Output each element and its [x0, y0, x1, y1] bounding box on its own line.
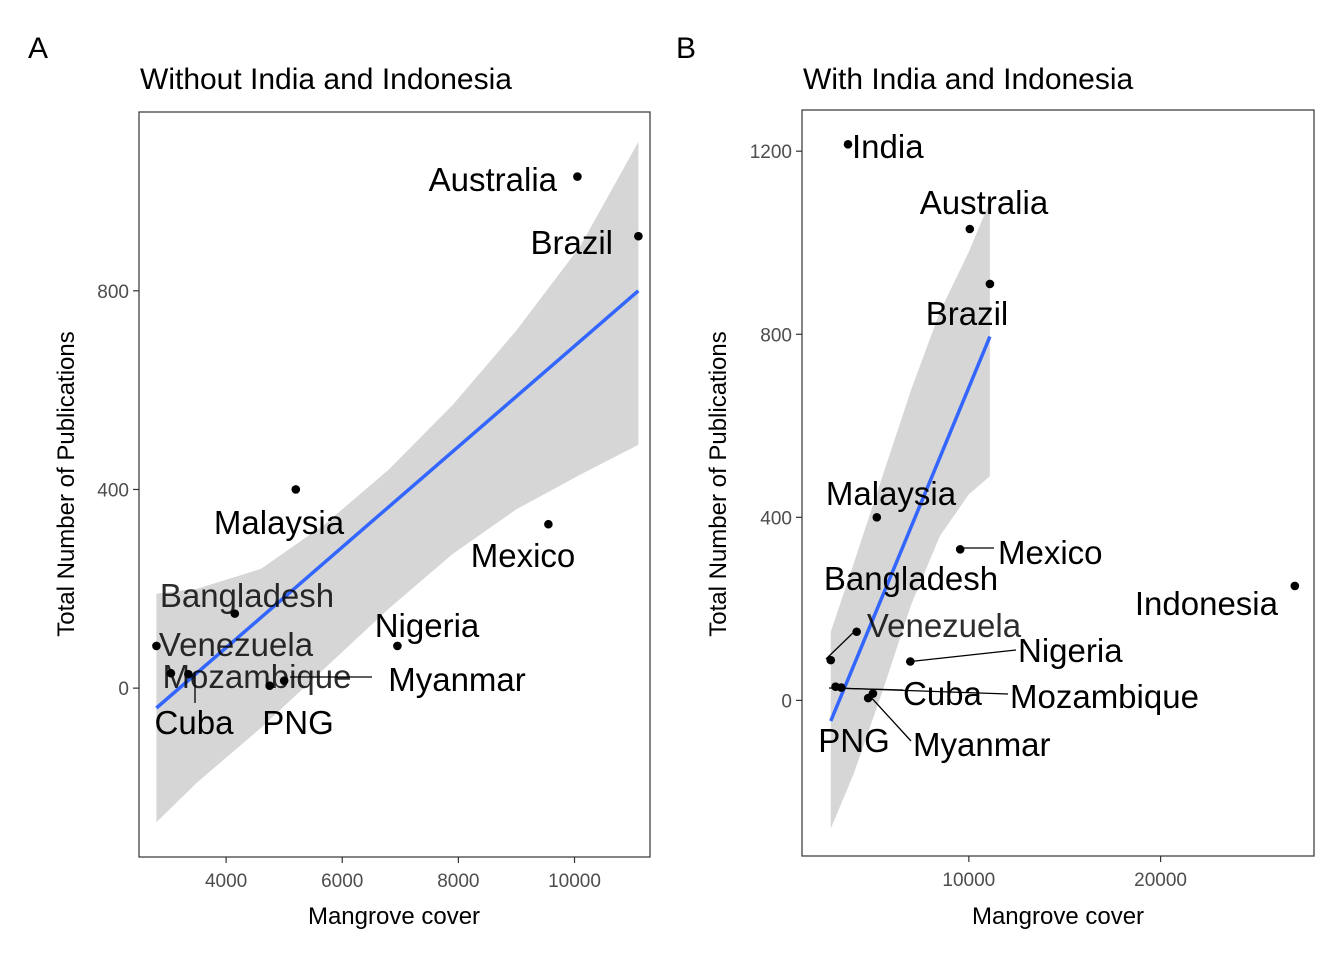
panel-a-x-tick-label-1: 6000: [321, 871, 363, 892]
panel-a-regression-line: [155, 289, 640, 710]
panel-a-x-tick-label-0: 4000: [205, 871, 247, 892]
panel-a: A Without India and Indonesia Australia B…: [28, 32, 651, 930]
panel-a-point-labels: Australia Brazil Malaysia Mexico Bangladesh V…: [155, 161, 613, 741]
panel-a-point-malaysia: [291, 485, 301, 494]
panel-b-y-axis: 0 400 800 1200: [750, 142, 802, 712]
panel-a-label-mexico: Mexico: [471, 537, 576, 574]
panel-a-tag: A: [28, 32, 48, 65]
panel-b-fit-line: [829, 335, 992, 722]
panel-a-label-nigeria: Nigeria: [375, 607, 480, 644]
panel-a-label-png: PNG: [262, 704, 334, 741]
panel-a-fit-line: [155, 289, 640, 710]
panel-a-label-bangladesh: Bangladesh: [160, 577, 334, 614]
panel-a-label-malaysia: Malaysia: [214, 504, 345, 541]
panel-b-leader-mozambique: [835, 687, 1009, 695]
panel-b-label-myanmar: Myanmar: [913, 726, 1051, 763]
panel-a-title: Without India and Indonesia: [140, 63, 512, 96]
panel-b-point-venezuela: [826, 655, 836, 665]
panel-a-label-leaders: [194, 673, 372, 703]
panel-b-label-nigeria: Nigeria: [1018, 632, 1123, 669]
panel-b-title: With India and Indonesia: [803, 63, 1134, 96]
panel-b-confidence-band: [830, 201, 990, 829]
panel-b-point-malaysia: [872, 513, 882, 522]
panel-a-point-cuba: [184, 669, 193, 679]
panel-a-point-venezuela: [152, 641, 161, 651]
panel-b-point-india: [843, 140, 853, 149]
panel-b-label-png: PNG: [818, 722, 890, 759]
panel-a-point-png: [265, 681, 274, 690]
panel-a-x-tick-label-3: 10000: [548, 871, 601, 892]
panel-a-label-myanmar: Myanmar: [388, 661, 526, 698]
panel-b-y-axis-title: Total Number of Publications: [705, 331, 732, 636]
panel-a-label-cuba: Cuba: [155, 704, 235, 741]
panel-b-points: [826, 140, 1300, 703]
panel-a-points: [152, 172, 643, 690]
panel-b-point-labels: India Australia Brazil Malaysia Mexico Indone…: [818, 128, 1278, 763]
panel-b-label-malaysia: Malaysia: [826, 475, 957, 512]
panel-a-y-tick-label-0: 0: [118, 679, 129, 700]
panel-b-y-tick-label-2: 800: [760, 325, 792, 346]
panel-b-x-axis-title: Mangrove cover: [972, 903, 1144, 930]
panel-b-x-tick-label-0: 10000: [942, 870, 995, 891]
panel-a-x-axis: 4000 6000 8000 10000: [205, 857, 601, 892]
panel-a-confidence-band: [156, 141, 639, 823]
panel-a-y-axis: 0 400 800: [97, 282, 139, 700]
panel-b-label-brazil: Brazil: [926, 295, 1009, 332]
panel-b-label-venezuela: Venezuela: [867, 607, 1022, 644]
panel-a-point-mozambique: [166, 668, 176, 678]
panel-a-x-axis-title: Mangrove cover: [308, 903, 480, 930]
panel-b-label-australia: Australia: [920, 184, 1049, 221]
panel-a-point-mexico: [544, 519, 553, 529]
panel-b-point-png: [863, 693, 873, 703]
panel-a-y-tick-label-2: 800: [97, 282, 129, 303]
panel-b-x-tick-label-1: 20000: [1134, 870, 1187, 891]
panel-b-label-cuba: Cuba: [903, 675, 983, 712]
panel-a-point-myanmar: [279, 676, 289, 685]
panel-b-point-australia: [965, 224, 975, 234]
panel-a-label-venezuela: Venezuela: [159, 626, 314, 663]
panel-b-leader-venezuela: [825, 629, 857, 660]
panel-b-point-mozambique: [831, 682, 840, 691]
panel-a-y-tick-label-1: 400: [97, 480, 129, 501]
panel-a-y-axis-title: Total Number of Publications: [53, 331, 80, 636]
panel-a-label-australia: Australia: [429, 161, 558, 198]
panel-b-point-bangladesh: [852, 627, 861, 637]
panel-b-label-india: India: [852, 128, 924, 165]
panel-a-point-nigeria: [393, 641, 402, 651]
panel-b-tag: B: [676, 32, 696, 65]
panel-b-x-axis: 10000 20000: [942, 856, 1187, 891]
panel-b-y-tick-label-3: 1200: [750, 142, 792, 163]
panel-b-y-tick-label-0: 0: [781, 691, 792, 712]
panel-b-regression-line: [829, 335, 992, 722]
panel-a-label-mozambique: Mozambique: [163, 658, 352, 695]
panel-b-label-bangladesh: Bangladesh: [824, 560, 998, 597]
panel-b-frame: [801, 109, 1315, 857]
panel-b-point-nigeria: [906, 657, 915, 666]
panel-b-label-indonesia: Indonesia: [1135, 585, 1279, 622]
panel-b: B With India and Indonesia India Australi…: [676, 32, 1315, 930]
panel-b-leader-nigeria: [905, 649, 1017, 663]
panel-a-frame: [138, 111, 651, 858]
panel-b-y-tick-label-1: 400: [760, 508, 792, 529]
panel-b-label-mexico: Mexico: [998, 534, 1103, 571]
panel-a-point-australia: [573, 172, 582, 181]
panel-b-point-indonesia: [1290, 581, 1300, 591]
panel-a-point-bangladesh: [230, 609, 240, 618]
panel-b-point-mexico: [955, 545, 965, 554]
panel-b-ci-area: [830, 201, 990, 829]
panel-a-label-brazil: Brazil: [530, 224, 613, 261]
panel-b-leader-myanmar: [867, 693, 912, 742]
panel-a-point-brazil: [634, 231, 643, 241]
panel-a-ci-area: [156, 141, 639, 823]
panel-b-label-mozambique: Mozambique: [1010, 678, 1199, 715]
panel-a-x-tick-label-2: 8000: [437, 871, 479, 892]
panel-b-point-brazil: [985, 279, 995, 289]
